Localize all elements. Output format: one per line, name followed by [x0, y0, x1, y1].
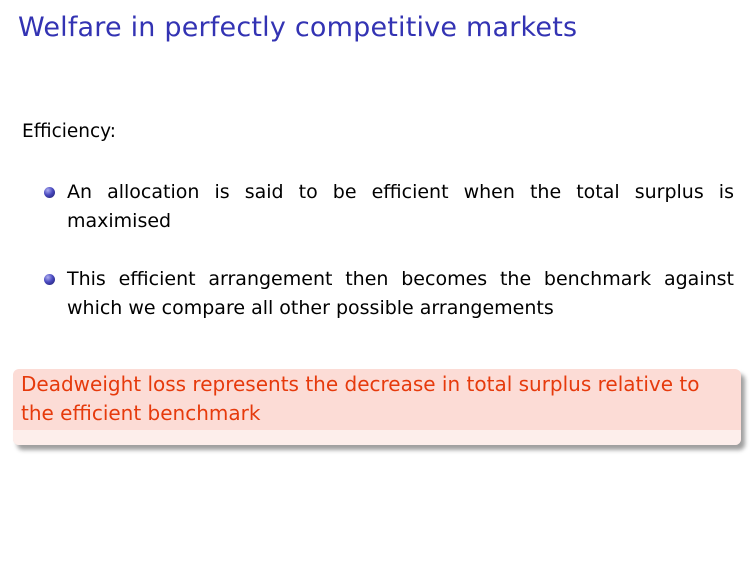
alert-text: Deadweight loss represents the decrease …	[21, 372, 700, 425]
alert-block: Deadweight loss represents the decrease …	[13, 369, 741, 445]
bullet-text: This efficient arrangement then becomes …	[67, 268, 734, 319]
list-item: An allocation is said to be efficient wh…	[44, 178, 734, 236]
bullet-icon	[44, 274, 55, 285]
bullet-list: An allocation is said to be efficient wh…	[44, 178, 734, 352]
slide-title: Welfare in perfectly competitive markets	[18, 12, 578, 43]
bullet-text: An allocation is said to be efficient wh…	[67, 181, 734, 232]
bullet-icon	[44, 187, 55, 198]
alert-band	[13, 430, 741, 445]
list-item: This efficient arrangement then becomes …	[44, 265, 734, 323]
section-label: Efficiency:	[22, 121, 116, 142]
